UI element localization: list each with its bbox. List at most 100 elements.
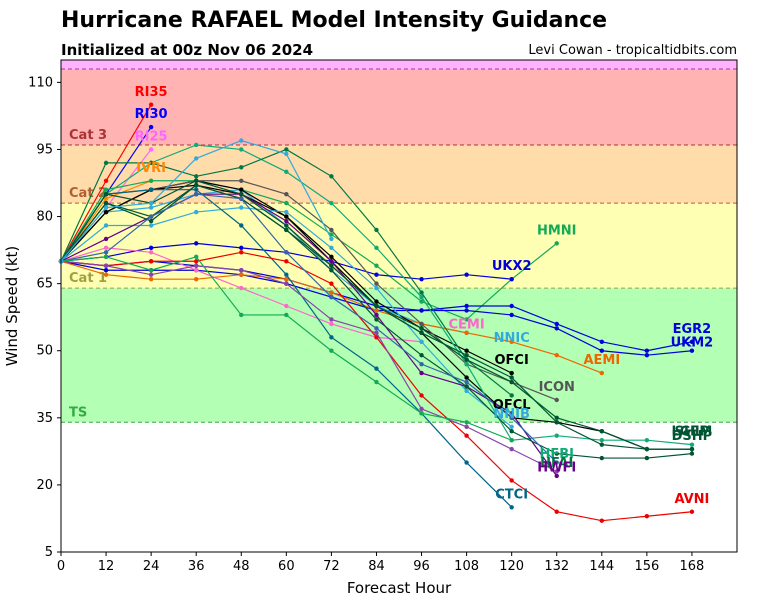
series-point: [239, 245, 244, 251]
series-label: RI35: [135, 85, 168, 100]
category-band: [61, 68, 737, 145]
series-point: [464, 420, 469, 425]
series-point: [374, 379, 379, 385]
series-point: [464, 308, 469, 313]
series-point: [509, 375, 514, 380]
series-point: [329, 348, 334, 353]
series-point: [284, 259, 289, 264]
series-point: [374, 326, 379, 331]
series-point: [148, 272, 154, 277]
series-point: [329, 294, 334, 300]
series-point: [148, 200, 154, 206]
series-point: [689, 451, 695, 456]
series-point: [554, 326, 559, 331]
series-point: [509, 437, 514, 443]
series-point: [103, 196, 109, 201]
series-point: [554, 469, 559, 474]
series-label: ICON: [539, 380, 575, 395]
category-label: TS: [69, 405, 87, 420]
series-point: [644, 514, 650, 519]
series-point: [464, 384, 469, 389]
series-point: [464, 375, 469, 380]
series-point: [599, 518, 604, 523]
y-tick-label: 35: [36, 411, 53, 426]
series-label: CTCI: [495, 487, 528, 502]
series-label: OFCI: [495, 353, 529, 368]
series-point: [419, 326, 424, 331]
series-point: [148, 245, 154, 251]
series-point: [284, 227, 289, 233]
series-point: [194, 187, 199, 192]
series-point: [329, 254, 334, 259]
series-point: [148, 268, 154, 273]
series-point: [148, 147, 154, 152]
series-point: [374, 303, 379, 309]
series-point: [599, 437, 604, 443]
series-point: [194, 263, 199, 268]
series-point: [284, 191, 289, 197]
series-point: [103, 209, 109, 215]
series-label: RI25: [135, 130, 168, 145]
x-tick-label: 156: [634, 559, 659, 574]
category-band: [61, 60, 737, 69]
series-point: [554, 433, 559, 438]
chart-subtitle: Initialized at 00z Nov 06 2024: [61, 41, 314, 59]
series-label: DSHP: [672, 429, 713, 444]
series-line: [60, 180, 558, 321]
x-tick-label: 12: [98, 559, 115, 574]
series-point: [284, 276, 289, 282]
series-point: [329, 321, 334, 327]
series-point: [284, 147, 289, 152]
series-label: HMNI: [537, 223, 577, 238]
series-point: [239, 178, 244, 183]
series-point: [194, 254, 199, 259]
series-point: [419, 339, 424, 344]
series-point: [374, 312, 379, 318]
series-point: [148, 160, 154, 166]
y-tick-label: 5: [45, 545, 53, 560]
series-point: [554, 460, 559, 465]
series-point: [419, 290, 424, 295]
series-point: [464, 272, 469, 277]
series-point: [509, 478, 514, 483]
x-tick-label: 0: [57, 559, 65, 574]
series-point: [148, 187, 154, 192]
series-point: [239, 268, 244, 273]
series-point: [374, 317, 379, 322]
series-label: HFBI: [539, 447, 574, 462]
series-point: [284, 223, 289, 228]
series-label: RI30: [135, 107, 168, 122]
series-point: [689, 339, 695, 344]
series-line: [60, 193, 558, 477]
series-point: [464, 357, 469, 362]
series-label: HWFI: [537, 460, 576, 475]
series-point: [329, 174, 334, 179]
y-tick-label: 110: [28, 75, 53, 90]
chart-title: Hurricane RAFAEL Model Intensity Guidanc…: [61, 8, 608, 33]
series-point: [239, 205, 244, 210]
series-point: [103, 200, 109, 206]
series-point: [509, 429, 514, 434]
series-label: NNIB: [493, 407, 530, 422]
series-point: [374, 299, 379, 304]
series-point: [419, 321, 424, 327]
series-point: [599, 339, 604, 344]
series-point: [509, 393, 514, 398]
series-point: [554, 321, 559, 327]
series-point: [419, 330, 424, 336]
series-point: [148, 102, 154, 107]
series-point: [148, 124, 154, 130]
series-point: [103, 236, 109, 242]
series-point: [284, 250, 289, 255]
series-point: [194, 156, 199, 161]
y-tick-label: 95: [36, 142, 53, 157]
series-label: IVRI: [136, 161, 166, 176]
series-point: [464, 361, 469, 367]
series-point: [464, 303, 469, 309]
x-tick-label: 24: [143, 559, 160, 574]
series-point: [374, 245, 379, 251]
series-point: [194, 209, 199, 215]
series-label: HFAI: [540, 456, 573, 471]
series-point: [374, 366, 379, 371]
